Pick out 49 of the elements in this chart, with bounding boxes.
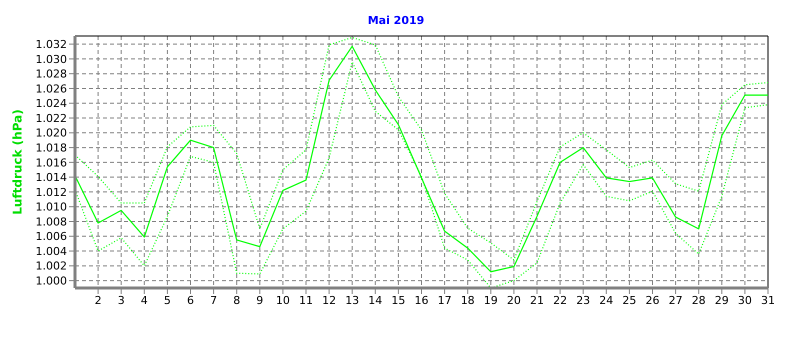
x-tick-label: 2 [94,294,102,307]
chart-title: Mai 2019 [366,14,426,27]
y-tick-label: 1.004 [36,244,67,258]
x-tick-label: 30 [738,294,752,307]
x-tick-label: 14 [368,294,382,307]
y-tick-label: 1.016 [36,156,67,170]
x-tick-label: 24 [599,294,614,307]
x-tick-label: 6 [187,294,194,307]
x-tick-label: 15 [391,294,406,307]
x-tick-label: 13 [345,294,360,307]
x-tick-label: 29 [714,294,729,307]
x-tick-label: 11 [299,294,313,307]
x-tick-label: 18 [460,294,475,307]
y-tick-label: 1.002 [36,260,67,273]
x-tick-label: 8 [233,294,240,307]
x-tick-label: 19 [484,294,498,307]
y-tick-label: 1.000 [36,274,67,288]
x-tick-label: 21 [530,294,544,307]
x-tick-label: 16 [414,294,428,307]
x-tick-label: 17 [438,294,452,307]
y-tick-label: 1.008 [36,215,67,228]
y-tick-label: 1.022 [36,112,67,125]
y-tick-label: 1.024 [36,97,67,110]
y-tick-label: 1.032 [36,38,67,52]
x-tick-label: 26 [646,294,660,307]
x-tick-label: 4 [140,294,148,307]
y-tick-label: 1.012 [36,186,67,199]
x-tick-label: 25 [622,294,636,307]
x-tick-label: 28 [692,294,706,307]
y-tick-label: 1.006 [36,230,67,244]
x-tick-label: 5 [164,294,171,307]
y-tick-label: 1.014 [36,171,67,184]
x-tick-label: 10 [276,294,290,307]
x-tick-label: 22 [553,294,568,307]
x-tick-label: 31 [761,294,775,307]
y-tick-label: 1.010 [36,200,67,214]
x-tick-label: 20 [506,294,521,307]
x-tick-label: 3 [118,294,125,307]
y-tick-label: 1.028 [36,68,67,81]
y-tick-label: 1.020 [36,126,67,140]
x-tick-label: 23 [576,294,590,307]
y-tick-label: 1.030 [36,52,67,66]
y-tick-label: 1.018 [36,141,67,154]
x-tick-label: 9 [256,294,264,307]
x-tick-label: 12 [322,294,336,307]
y-axis-title: Luftdruck (hPa) [10,109,24,215]
y-tick-label: 1.026 [36,82,67,96]
x-tick-label: 27 [668,294,683,307]
x-tick-label: 7 [210,294,218,307]
